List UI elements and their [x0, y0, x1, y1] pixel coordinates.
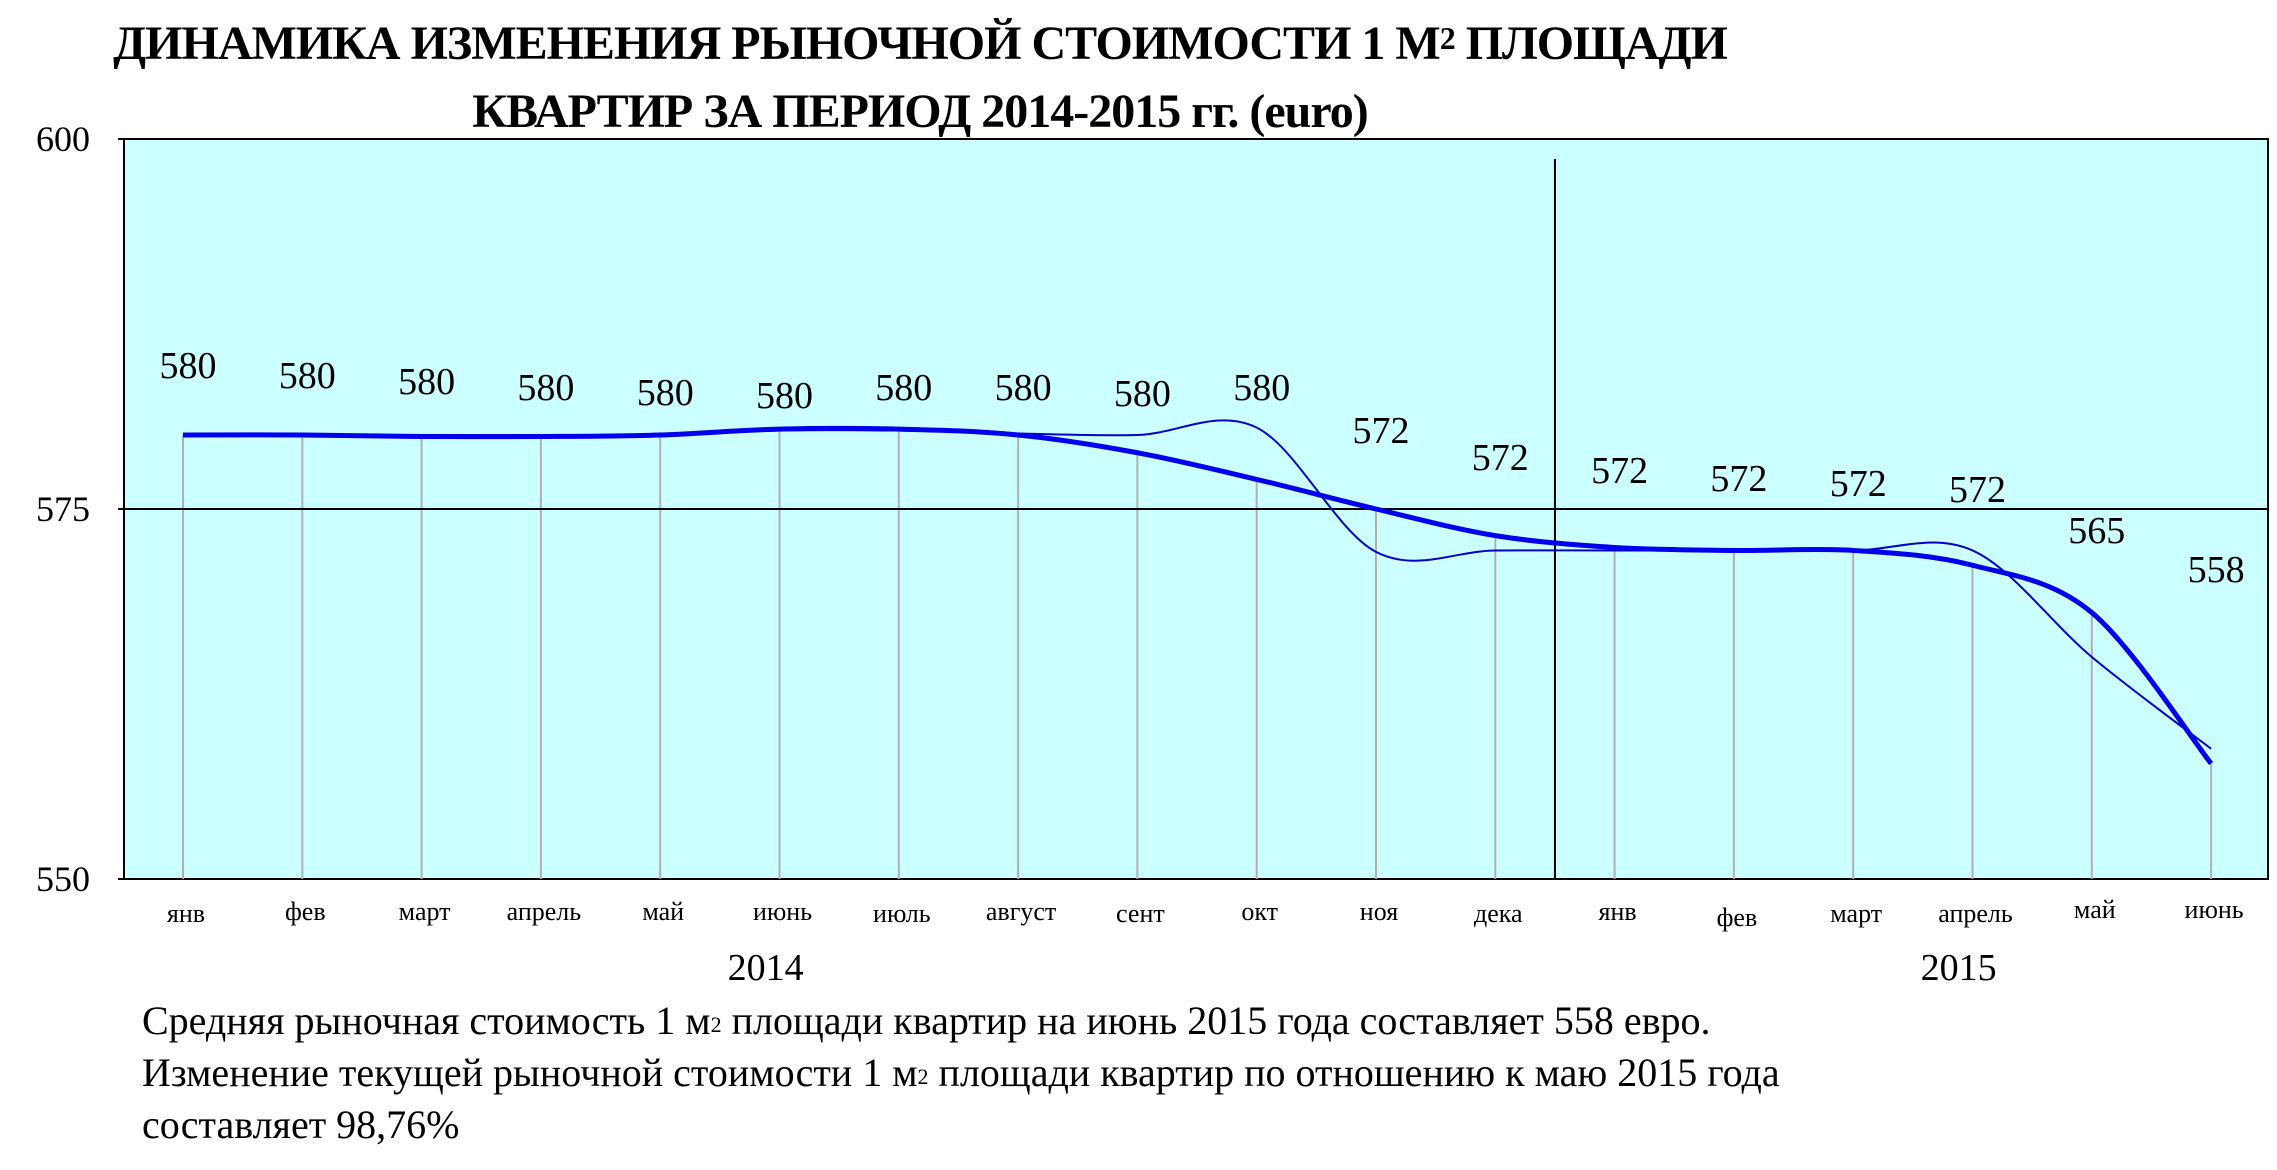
summary-line-1: Средняя рыночная стоимость 1 м2 площади …	[142, 995, 1780, 1047]
data-label: 558	[2188, 549, 2245, 591]
title-superscript: 2	[1439, 20, 1456, 56]
data-label: 580	[995, 367, 1052, 409]
x-category-label: окт	[1241, 897, 1278, 926]
x-category-label: ноя	[1360, 897, 1398, 926]
series-line-thick	[182, 425, 2214, 766]
data-label: 580	[279, 355, 336, 397]
data-label: 572	[1710, 458, 1767, 500]
data-label: 572	[1353, 410, 1410, 452]
summary-line-1-sup: 2	[710, 1012, 722, 1037]
x-category-label: март	[1830, 899, 1882, 928]
line-chart: 600 575 550 580 580 580 580 580 580 580 580 580 580 5…	[36, 119, 2269, 989]
data-label: 572	[1949, 469, 2006, 511]
x-category-label: фев	[285, 897, 326, 926]
x-category-label: сент	[1116, 899, 1165, 928]
chart-title-line-2: КВАРТИР ЗА ПЕРИОД 2014-2015 гг. (euro)	[472, 85, 1369, 138]
x-category-label: март	[399, 897, 451, 926]
summary-text: Средняя рыночная стоимость 1 м2 площади …	[142, 995, 1780, 1151]
summary-line-2-sup: 2	[917, 1064, 929, 1089]
title-text-a: ДИНАМИКА ИЗМЕНЕНИЯ РЫНОЧНОЙ СТОИМОСТИ 1 …	[113, 17, 1441, 70]
data-label: 580	[1114, 373, 1171, 415]
x-category-label: июнь	[753, 897, 812, 926]
y-tick-label: 575	[36, 489, 90, 529]
x-category-label: янв	[1599, 897, 1637, 926]
data-label: 580	[1233, 367, 1290, 409]
data-label: 572	[1830, 463, 1887, 505]
year-label: 2014	[728, 947, 804, 989]
x-category-label: май	[2074, 895, 2116, 924]
data-label: 580	[756, 375, 813, 417]
summary-line-1-a: Средняя рыночная стоимость 1 м	[142, 998, 711, 1043]
chart-title-line-1: ДИНАМИКА ИЗМЕНЕНИЯ РЫНОЧНОЙ СТОИМОСТИ 1 …	[0, 14, 1840, 74]
summary-line-3: составляет 98,76%	[142, 1102, 460, 1147]
x-category-label: июль	[873, 899, 931, 928]
data-label: 580	[517, 367, 574, 409]
y-tick-label: 550	[36, 859, 90, 899]
summary-line-1-b: площади квартир на июнь 2015 года состав…	[721, 998, 1711, 1043]
x-category-label: июнь	[2185, 895, 2244, 924]
y-tick-label: 600	[36, 119, 90, 159]
title-text-b: ПЛОЩАДИ	[1454, 17, 1728, 70]
data-label: 572	[1472, 437, 1529, 479]
data-label: 580	[637, 372, 694, 414]
x-category-label: янв	[167, 899, 205, 928]
data-label: 572	[1591, 450, 1648, 492]
data-label: 565	[2068, 510, 2125, 552]
data-label: 580	[398, 361, 455, 403]
x-category-label: дека	[1474, 899, 1523, 928]
summary-line-2-a: Изменение текущей рыночной стоимости 1 м	[142, 1050, 918, 1095]
data-label: 580	[875, 367, 932, 409]
summary-line-2-b: площади квартир по отношению к маю 2015 …	[928, 1050, 1780, 1095]
year-label: 2015	[1921, 947, 1997, 989]
x-category-label: фев	[1717, 903, 1758, 932]
x-category-label: апрель	[507, 897, 582, 926]
x-category-label: август	[986, 897, 1056, 926]
x-category-label: май	[642, 897, 684, 926]
data-label: 580	[160, 345, 217, 387]
summary-line-2: Изменение текущей рыночной стоимости 1 м…	[142, 1047, 1780, 1099]
x-category-label: апрель	[1938, 899, 2013, 928]
